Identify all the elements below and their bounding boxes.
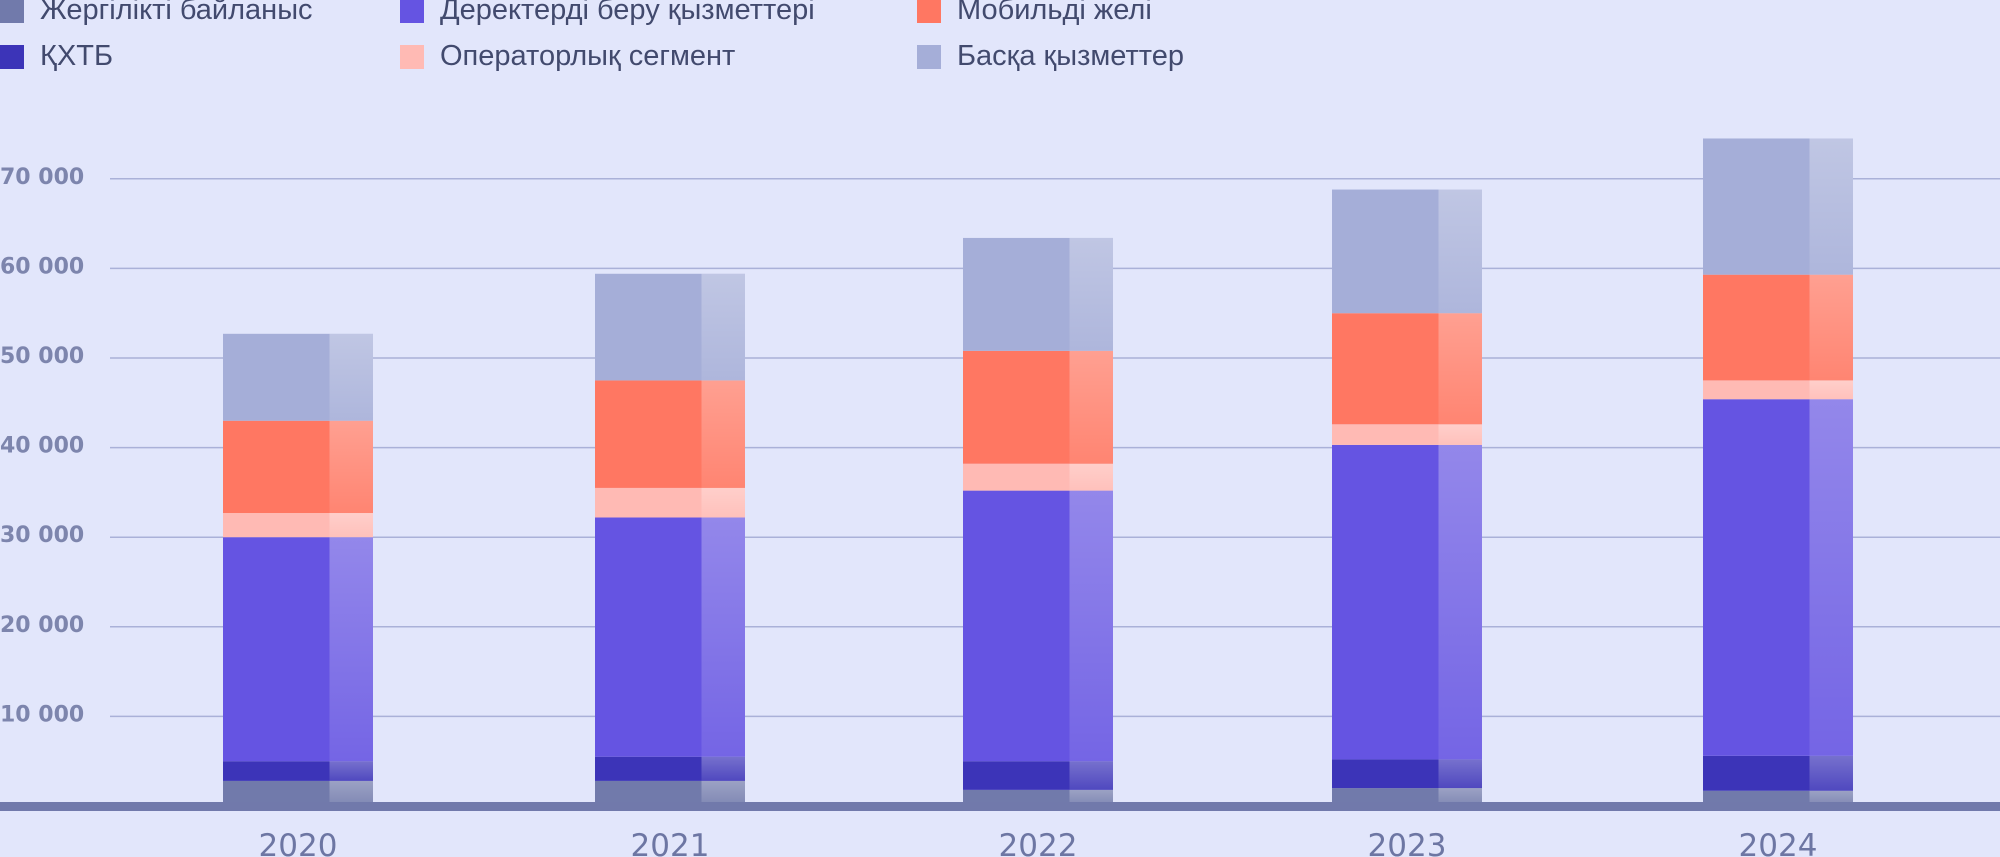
legend-label: ҚХТБ (40, 40, 113, 72)
legend-swatch (400, 44, 424, 69)
bar-segment-highlight (1069, 789, 1113, 806)
legend-item-other-services: Басқа қызметтер (917, 40, 1184, 73)
bar-segment-highlight (329, 420, 373, 514)
bar-segment-highlight (1438, 189, 1482, 314)
bar-segment-highlight (1438, 788, 1482, 806)
bar-segment-highlight (1069, 490, 1113, 762)
bar-segment-highlight (1809, 274, 1853, 381)
y-tick-label: 60 000 (0, 254, 84, 279)
bar-segment-highlight (1069, 237, 1113, 351)
bar-segment-highlight (1069, 463, 1113, 491)
legend-label: Мобильді желі (957, 0, 1152, 26)
bar-stack-2022 (963, 237, 1113, 806)
legend-swatch (0, 44, 24, 69)
bar-stack-2020 (223, 333, 373, 806)
y-tick-label: 70 000 (0, 165, 84, 190)
y-tick-label: 30 000 (0, 523, 84, 548)
bar-segment-highlight (329, 513, 373, 538)
legend-item-data-services: Деректерді беру қызметтері (400, 0, 815, 27)
legend-swatch (0, 0, 24, 23)
x-axis-labels: 2020 2021 2022 2023 2024 (259, 828, 1818, 857)
legend-label: Операторлық сегмент (440, 40, 736, 72)
x-axis-line (0, 802, 2000, 811)
bar-segment-highlight (701, 487, 745, 518)
legend-item-kxtb: ҚХТБ (0, 40, 113, 73)
bar-segment-highlight (1069, 761, 1113, 790)
bar-segment-highlight (1438, 313, 1482, 425)
bar-stack-2024 (1703, 138, 1853, 806)
bar-segment-highlight (1809, 399, 1853, 756)
x-tick-label: 2023 (1368, 828, 1447, 857)
x-tick-label: 2022 (999, 828, 1078, 857)
bar-segment-highlight (1438, 759, 1482, 789)
legend-item-operator-segment: Операторлық сегмент (400, 40, 735, 73)
bar-segment-highlight (1809, 755, 1853, 791)
legend-item-mobile-network: Мобильді желі (917, 0, 1152, 27)
legend-label: Деректерді беру қызметтері (440, 0, 815, 26)
legend-label: Басқа қызметтер (957, 40, 1184, 72)
bar-segment-highlight (329, 780, 373, 806)
x-tick-label: 2021 (631, 828, 710, 857)
bar-stack-2021 (595, 273, 745, 806)
chart-legend: Жергілікті байланыс Деректерді беру қызм… (0, 0, 1300, 80)
bar-stack-2023 (1332, 189, 1482, 806)
bars (223, 138, 1853, 806)
bar-segment-highlight (329, 761, 373, 781)
legend-swatch (917, 0, 941, 23)
legend-swatch (400, 0, 424, 23)
bar-segment-highlight (1809, 380, 1853, 400)
y-tick-label: 10 000 (0, 702, 84, 727)
bar-segment-highlight (1069, 350, 1113, 464)
y-tick-label: 40 000 (0, 434, 84, 459)
y-tick-label: 50 000 (0, 344, 84, 369)
legend-item-local-communication: Жергілікті байланыс (0, 0, 313, 27)
bar-segment-highlight (701, 380, 745, 488)
legend-label: Жергілікті байланыс (40, 0, 313, 26)
y-tick-label: 20 000 (0, 613, 84, 638)
bar-segment-highlight (701, 780, 745, 806)
bar-segment-highlight (329, 537, 373, 762)
x-tick-label: 2024 (1739, 828, 1818, 857)
bar-segment-highlight (1809, 138, 1853, 275)
bar-segment-highlight (701, 273, 745, 381)
legend-swatch (917, 44, 941, 69)
bar-segment-highlight (701, 517, 745, 757)
bar-segment-highlight (329, 333, 373, 421)
bar-segment-highlight (701, 756, 745, 781)
x-tick-label: 2020 (259, 828, 338, 857)
bar-segment-highlight (1438, 444, 1482, 760)
bar-segment-highlight (1438, 424, 1482, 445)
y-axis-ticks: 10 000 20 000 30 000 40 000 50 000 60 000 70 0… (0, 165, 84, 728)
